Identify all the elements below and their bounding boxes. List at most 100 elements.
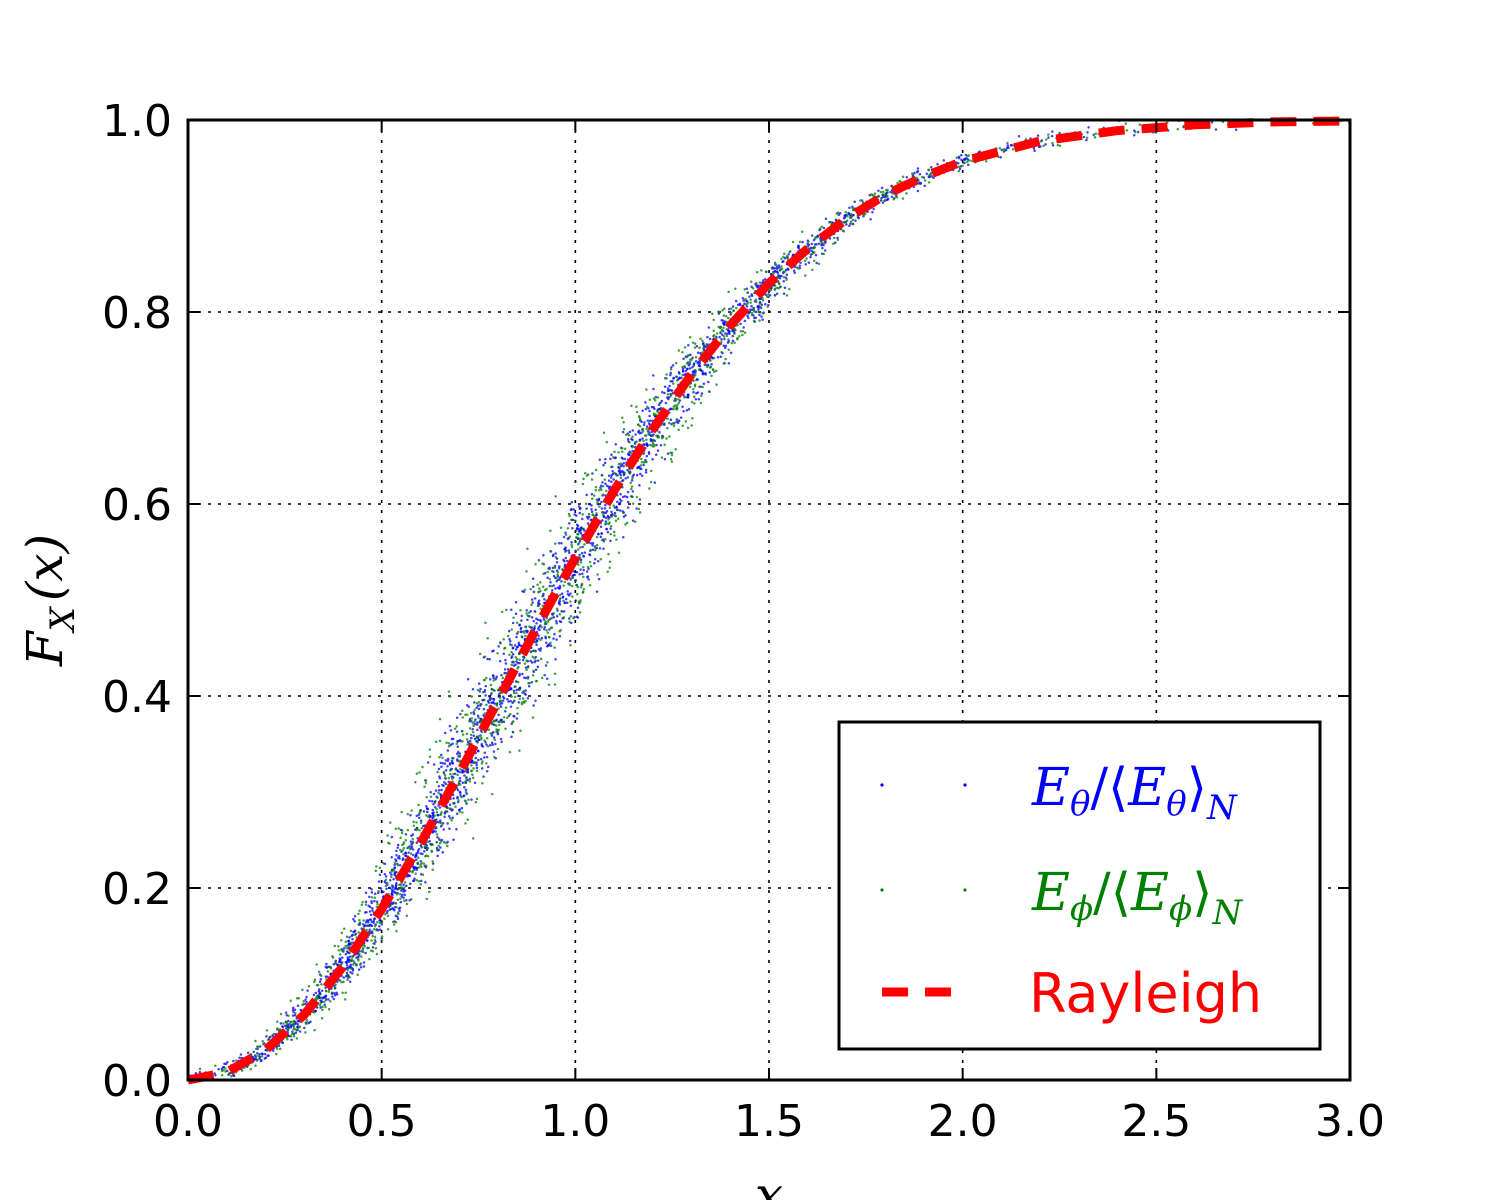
scatter-point	[437, 844, 440, 847]
scatter-point	[441, 756, 444, 759]
scatter-point	[728, 332, 731, 336]
scatter-point	[368, 905, 372, 909]
scatter-point	[706, 335, 709, 339]
scatter-point	[443, 815, 446, 818]
scatter-point	[452, 838, 455, 842]
scatter-point	[635, 507, 638, 510]
scatter-point	[531, 674, 535, 677]
scatter-point	[1010, 144, 1014, 147]
scatter-point	[530, 603, 533, 607]
scatter-point	[609, 465, 613, 469]
scatter-point	[628, 440, 631, 444]
scatter-point	[425, 795, 428, 799]
scatter-point	[682, 410, 685, 413]
scatter-point	[633, 445, 637, 449]
scatter-point	[539, 607, 542, 611]
scatter-point	[426, 847, 429, 851]
scatter-point	[472, 710, 475, 714]
scatter-point	[361, 950, 365, 954]
scatter-point	[396, 898, 400, 902]
scatter-point	[342, 947, 346, 950]
scatter-point	[350, 958, 354, 961]
scatter-point	[588, 502, 591, 506]
scatter-point	[441, 821, 445, 825]
scatter-point	[483, 698, 486, 702]
scatter-point	[395, 849, 398, 853]
scatter-point	[757, 308, 760, 311]
legend-marker-e-theta-1	[880, 783, 884, 787]
scatter-point	[590, 478, 594, 481]
scatter-point	[1051, 141, 1054, 145]
scatter-point	[601, 484, 605, 488]
scatter-point	[539, 620, 543, 623]
scatter-point	[483, 655, 487, 658]
scatter-point	[497, 645, 500, 648]
scatter-point	[632, 473, 636, 476]
scatter-point	[533, 624, 537, 628]
scatter-point	[916, 167, 920, 170]
scatter-point	[361, 923, 365, 926]
scatter-point	[797, 247, 801, 250]
scatter-point	[774, 270, 777, 273]
scatter-point	[495, 704, 499, 707]
scatter-point	[834, 241, 837, 244]
scatter-point	[915, 170, 919, 174]
scatter-point	[440, 811, 443, 814]
scatter-point	[688, 362, 692, 366]
scatter-point	[400, 887, 404, 891]
scatter-point	[254, 1039, 257, 1043]
scatter-point	[370, 896, 374, 899]
scatter-point	[317, 988, 321, 991]
scatter-point	[617, 551, 621, 555]
scatter-point	[773, 261, 777, 264]
scatter-point	[537, 604, 540, 608]
scatter-point	[569, 592, 572, 595]
scatter-point	[617, 465, 620, 469]
scatter-point	[346, 976, 350, 980]
scatter-point	[999, 156, 1003, 159]
scatter-point	[958, 156, 961, 160]
scatter-point	[836, 238, 840, 242]
scatter-point	[396, 911, 400, 914]
scatter-point	[589, 564, 593, 568]
scatter-point	[720, 340, 723, 343]
scatter-point	[1092, 133, 1095, 136]
scatter-point	[486, 636, 489, 640]
scatter-point	[296, 1028, 299, 1032]
scatter-point	[685, 355, 689, 359]
scatter-point	[276, 1020, 279, 1023]
scatter-point	[331, 995, 334, 998]
scatter-point	[261, 1039, 264, 1043]
scatter-point	[758, 319, 761, 322]
scatter-point	[750, 308, 753, 311]
scatter-point	[797, 267, 800, 270]
scatter-point	[346, 968, 350, 972]
scatter-point	[295, 996, 299, 1000]
scatter-point	[478, 690, 481, 693]
scatter-point	[696, 361, 700, 365]
scatter-point	[333, 987, 337, 990]
scatter-point	[512, 660, 515, 664]
scatter-point	[500, 673, 503, 677]
scatter-point	[849, 213, 853, 216]
scatter-point	[384, 912, 387, 916]
scatter-point	[744, 297, 747, 301]
scatter-point	[609, 527, 612, 530]
scatter-point	[955, 156, 958, 160]
scatter-point	[477, 738, 481, 742]
scatter-point	[889, 190, 892, 194]
scatter-point	[421, 765, 424, 769]
scatter-point	[403, 886, 406, 889]
scatter-point	[676, 421, 680, 425]
scatter-point	[438, 841, 442, 845]
scatter-point	[408, 882, 412, 886]
scatter-point	[727, 338, 730, 341]
scatter-point	[681, 373, 684, 377]
scatter-point	[648, 419, 652, 423]
scatter-point	[758, 302, 762, 305]
scatter-point	[784, 276, 788, 279]
scatter-point	[658, 401, 662, 405]
scatter-point	[967, 163, 970, 167]
scatter-point	[305, 1022, 308, 1026]
scatter-point	[440, 824, 444, 827]
